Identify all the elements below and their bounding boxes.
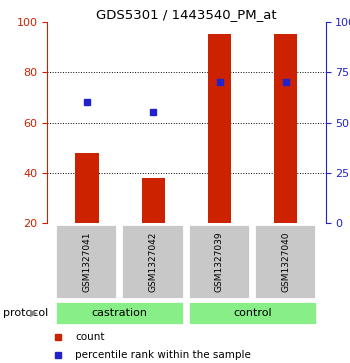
Bar	[142, 178, 165, 223]
FancyBboxPatch shape	[121, 224, 184, 299]
Bar	[274, 34, 298, 223]
Text: count: count	[75, 332, 105, 342]
Title: GDS5301 / 1443540_PM_at: GDS5301 / 1443540_PM_at	[96, 8, 277, 21]
Text: percentile rank within the sample: percentile rank within the sample	[75, 350, 251, 360]
Text: GSM1327040: GSM1327040	[281, 231, 290, 291]
Bar	[75, 153, 99, 223]
Text: control: control	[233, 308, 272, 318]
Text: castration: castration	[92, 308, 148, 318]
Text: protocol: protocol	[4, 308, 49, 318]
FancyBboxPatch shape	[55, 301, 184, 325]
Bar	[208, 34, 231, 223]
Text: GSM1327041: GSM1327041	[83, 231, 91, 291]
FancyBboxPatch shape	[188, 224, 250, 299]
FancyBboxPatch shape	[254, 224, 316, 299]
FancyBboxPatch shape	[55, 224, 118, 299]
FancyBboxPatch shape	[188, 301, 317, 325]
Text: GSM1327042: GSM1327042	[149, 231, 158, 291]
Text: GSM1327039: GSM1327039	[215, 231, 224, 292]
Text: ▶: ▶	[29, 308, 37, 318]
